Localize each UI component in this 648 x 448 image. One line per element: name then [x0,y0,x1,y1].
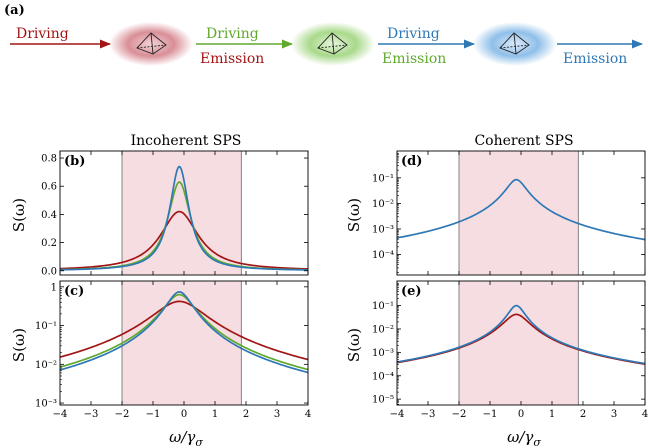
shaded-region-e [459,281,579,405]
panel-e: −4 −3 −2 −1 0 1 2 3 4 10⁻⁵ 10⁻⁴ 10⁻³ 10⁻² 10⁻¹ (e) [372,280,648,420]
ytick-label-d-2: 10⁻² [372,199,394,210]
ytick-label-c-2: 10⁻¹ [35,321,57,332]
quantum-dot-red [109,22,193,66]
label-driving-2: Driving [206,26,259,42]
panel-d: 10⁻⁴ 10⁻³ 10⁻² 10⁻¹ (d) [372,150,646,276]
title-incoherent: Incoherent SPS [131,133,242,149]
panel-b: 0.0 0.2 0.4 0.6 0.8 (b) [41,150,309,277]
xtick-label-e-1: −3 [421,409,436,420]
xtick-label-c-7: 3 [274,409,280,420]
xtick-label-c-8: 4 [305,409,311,420]
plots: 0.00.20.40.60.8 (b)−4 −3 −2 −1 0 1 2 3 410⁻³10⁻²1… [35,150,648,420]
ytick-label-e-0: 10⁻⁵ [372,395,394,406]
ytick-label-b-1: 0.2 [41,238,57,249]
xtick-label-c-2: −2 [115,409,130,420]
panel-a-diagram: (a) Driving Driving Emission Driving Emi… [4,3,644,67]
ytick-label-c-0: 10⁻³ [35,399,57,410]
xtick-label-e-5: 1 [549,409,555,420]
xtick-label-e-8: 4 [642,409,648,420]
ytick-label-b-4: 0.8 [41,154,57,165]
series-line-d-0 [397,178,645,241]
series-line-c-1 [60,293,308,371]
label-emission-2: Emission [382,51,446,67]
xlabel-left-main: ω/γ [169,428,195,446]
panel-label-c: (c) [64,284,84,299]
panel-a-label: (a) [4,3,25,18]
series-line-b-0 [60,210,308,270]
ylabel-e: S(ω) [345,328,363,362]
xlabel-right-sub: σ [533,436,541,448]
xlabel-left-sub: σ [195,436,203,448]
xlabel-left: ω/γσ [169,428,203,448]
xlabels: ω/γσ ω/γσ [169,428,541,448]
xtick-label-c-4: 0 [181,409,187,420]
ytick-label-c-3: 1 [51,282,57,293]
pyramid-icon-red [136,32,167,55]
pyramid-icon-green [317,32,348,55]
shaded-region-c [122,281,242,405]
ytick-label-d-3: 10⁻¹ [372,173,394,184]
xlabel-right: ω/γσ [507,428,541,448]
ytick-label-b-0: 0.0 [41,266,57,277]
xlabel-right-main: ω/γ [507,428,533,446]
ytick-label-d-1: 10⁻³ [372,224,394,235]
xtick-label-e-6: 2 [580,409,586,420]
ytick-label-c-1: 10⁻² [35,360,57,371]
xtick-label-e-7: 3 [611,409,617,420]
panel-label-d: (d) [401,154,422,169]
ytick-label-b-3: 0.6 [41,182,57,193]
series-line-b-2 [60,165,308,271]
panel-label-b: (b) [64,154,85,169]
ytick-label-e-1: 10⁻⁴ [372,371,394,382]
xtick-label-c-3: −1 [146,409,161,420]
xtick-label-c-6: 2 [243,409,249,420]
series-line-e-1 [397,304,645,365]
xtick-label-e-4: 0 [518,409,524,420]
ylabel-c: S(ω) [10,328,28,362]
series-line-c-2 [60,291,308,374]
ylabel-d: S(ω) [345,198,363,232]
ytick-label-e-3: 10⁻² [372,324,394,335]
ytick-label-e-2: 10⁻³ [372,348,394,359]
ylabel-b: S(ω) [10,198,28,232]
xtick-label-e-0: −4 [390,409,405,420]
label-emission-3: Emission [563,51,627,67]
xtick-label-e-2: −2 [452,409,467,420]
ylabels: S(ω) S(ω) S(ω) S(ω) [10,198,363,362]
label-driving-3: Driving [387,26,440,42]
panel-c: −4 −3 −2 −1 0 1 2 3 4 10⁻³ 10⁻² 10⁻¹ 1 (c) [35,280,311,420]
title-coherent: Coherent SPS [474,133,573,149]
label-driving-1: Driving [16,26,69,42]
ytick-label-e-4: 10⁻¹ [372,301,394,312]
xtick-label-c-5: 1 [212,409,218,420]
label-emission-1: Emission [200,51,264,67]
xtick-label-c-1: −3 [84,409,99,420]
pyramid-icon-blue [499,32,530,55]
panel-label-e: (e) [401,284,422,299]
xtick-label-e-3: −1 [483,409,498,420]
ytick-label-d-0: 10⁻⁴ [372,250,394,261]
series-line-c-0 [60,300,308,361]
xtick-label-c-0: −4 [53,409,68,420]
ytick-label-b-2: 0.4 [41,210,57,221]
